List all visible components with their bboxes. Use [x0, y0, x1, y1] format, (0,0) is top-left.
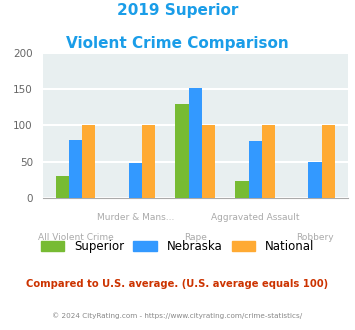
- Bar: [322, 125, 335, 198]
- Bar: [56, 176, 69, 198]
- Text: © 2024 CityRating.com - https://www.cityrating.com/crime-statistics/: © 2024 CityRating.com - https://www.city…: [53, 312, 302, 318]
- Text: Rape: Rape: [184, 233, 207, 242]
- Text: All Violent Crime: All Violent Crime: [38, 233, 113, 242]
- Bar: [82, 125, 95, 198]
- Bar: [189, 88, 202, 198]
- Bar: [202, 125, 215, 198]
- Bar: [308, 162, 322, 198]
- Text: 2019 Superior: 2019 Superior: [117, 3, 238, 18]
- Bar: [142, 125, 155, 198]
- Text: Violent Crime Comparison: Violent Crime Comparison: [66, 36, 289, 51]
- Text: Aggravated Assault: Aggravated Assault: [211, 213, 299, 222]
- Bar: [175, 104, 189, 198]
- Bar: [248, 141, 262, 198]
- Bar: [69, 140, 82, 198]
- Bar: [129, 163, 142, 198]
- Text: Murder & Mans...: Murder & Mans...: [97, 213, 174, 222]
- Text: Compared to U.S. average. (U.S. average equals 100): Compared to U.S. average. (U.S. average …: [26, 279, 329, 289]
- Legend: Superior, Nebraska, National: Superior, Nebraska, National: [36, 235, 319, 258]
- Text: Robbery: Robbery: [296, 233, 334, 242]
- Bar: [262, 125, 275, 198]
- Bar: [235, 181, 248, 198]
